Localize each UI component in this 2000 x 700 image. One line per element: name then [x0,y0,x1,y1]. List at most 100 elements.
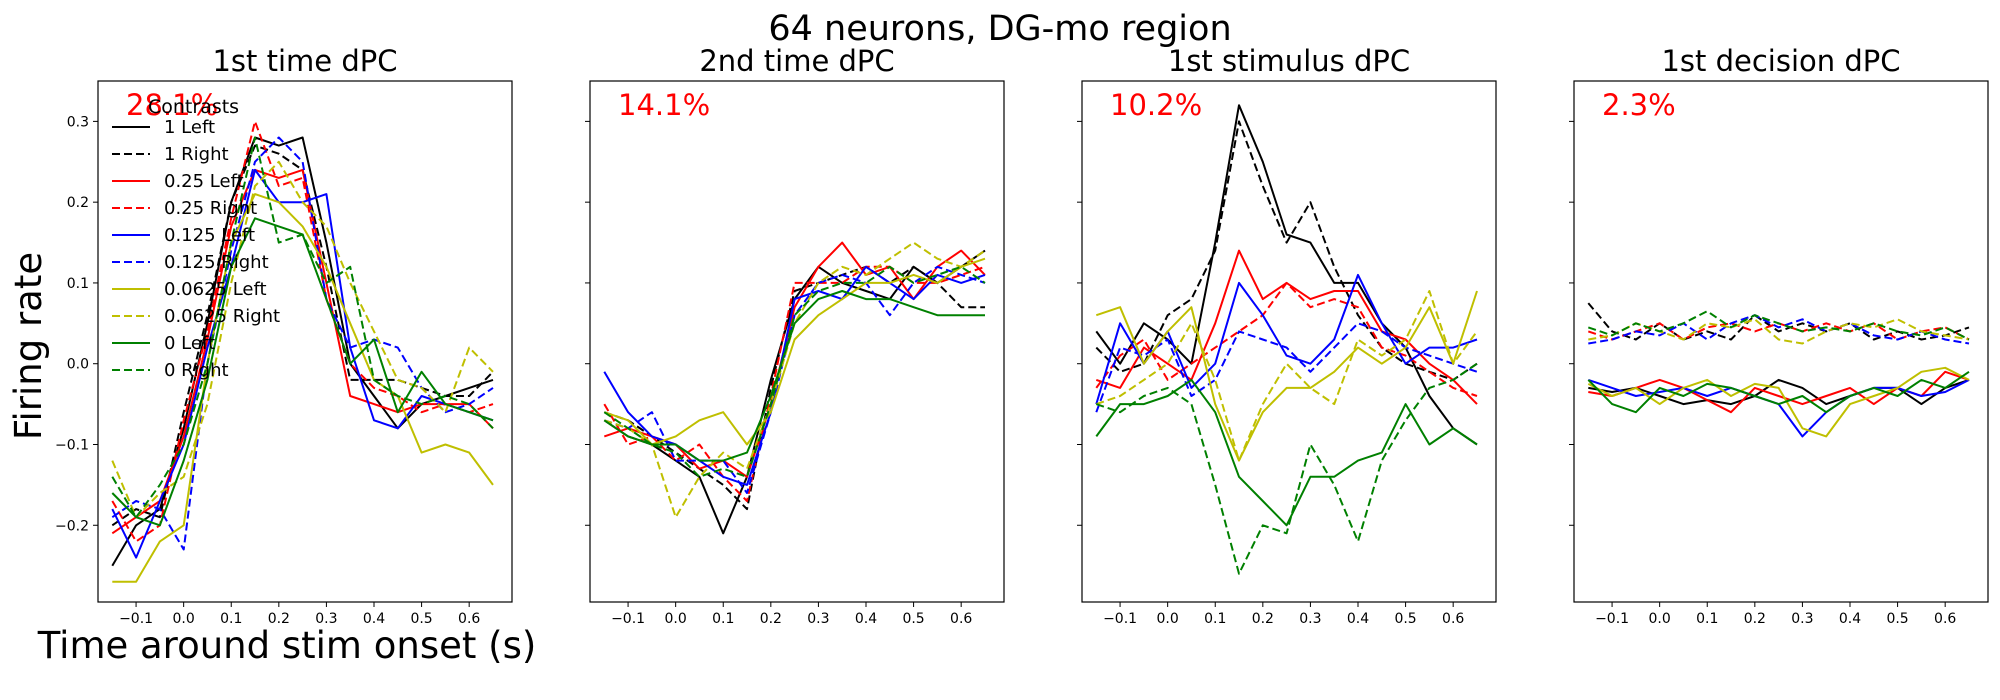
series-line [1095,378,1478,527]
legend-entry: 0.0625 Left [112,279,267,300]
legend-label: 0.25 Right [164,198,257,219]
panel-title: 2nd time dPC [699,44,894,78]
x-tick-label: 0.6 [1934,611,1956,627]
legend-label: 1 Right [164,144,229,165]
panel-1: 1st time dPC −0.1 0.0 0.1 0.2 0.3 0.4 0.5 0.6 −0.… [55,44,513,627]
x-tick-label: 0.0 [1649,611,1671,627]
variance-label: 10.2% [1110,88,1202,122]
x-tick-label: 0.5 [902,611,924,627]
x-tick-label: 0.2 [1744,611,1766,627]
series-line [1095,290,1478,462]
x-tick-label: −0.1 [119,611,153,627]
series-group [1587,302,1970,438]
x-tick-label: 0.1 [1204,611,1226,627]
y-tick-label: 0.2 [67,195,89,211]
legend-label: 0 Left [164,333,215,354]
legend-entry: 0.25 Right [112,198,257,219]
series-line [1095,322,1478,413]
x-tick-label: 0.0 [665,611,687,627]
series-line [1095,249,1478,405]
series-line [1095,120,1478,381]
series-line [111,120,494,543]
x-tick-label: −0.1 [1103,611,1137,627]
y-tick-label: 0.0 [67,357,89,373]
legend-entry: 0.125 Left [112,225,255,246]
x-tick-label: −0.1 [1595,611,1629,627]
legend-label: 1 Left [164,117,215,138]
panel-title: 1st time dPC [212,44,397,78]
panels: 1st time dPC −0.1 0.0 0.1 0.2 0.3 0.4 0.5 0.6 −0.… [55,44,1989,627]
figure-suptitle: 64 neurons, DG-mo region [768,9,1231,49]
x-tick-label: 0.6 [458,611,480,627]
legend-label: 0.0625 Left [164,279,267,300]
series-line [1588,314,1970,345]
series-group [603,241,986,535]
x-tick-label: 0.2 [1252,611,1274,627]
x-tick-label: 0.1 [712,611,734,627]
y-tick-label: 0.3 [67,114,89,130]
series-line [603,265,986,486]
series-line [1095,273,1478,405]
legend-entry: 0.0625 Right [112,306,280,327]
x-tick-label: 0.6 [950,611,972,627]
series-line [112,193,494,583]
legend-entry: 1 Right [112,144,229,165]
series-line [603,265,986,502]
x-tick-label: 0.4 [1839,611,1861,627]
series-group [111,120,494,583]
series-line [1587,310,1970,341]
legend-label: 0 Right [164,360,229,381]
series-line [1095,281,1478,397]
legend-entry: 0.125 Right [112,252,269,273]
panel-title: 1st stimulus dPC [1168,44,1410,78]
series-line [603,290,985,462]
series-line [1587,366,1970,438]
series-line [603,265,985,511]
x-tick-label: 0.4 [1347,611,1369,627]
series-line [1095,104,1478,446]
x-axis-label: Time around stim onset (s) [37,624,537,667]
legend-entry: 0 Left [112,333,215,354]
variance-label: 2.3% [1602,88,1676,122]
legend-title: Contrasts [148,96,239,118]
x-tick-label: 0.5 [1394,611,1416,627]
x-tick-label: 0.3 [315,611,337,627]
legend-label: 0.25 Left [164,171,244,192]
variance-label: 28.1% [126,88,218,122]
series-line [603,249,986,535]
x-tick-label: 0.0 [1157,611,1179,627]
plot-frame [1573,80,1989,603]
y-tick-label: 0.1 [67,276,89,292]
series-line [603,265,986,478]
series-line [603,257,986,446]
y-axis-label: Firing rate [7,252,50,440]
legend-entry: 0.25 Left [112,171,244,192]
x-tick-label: 0.3 [807,611,829,627]
series-line [1587,302,1970,341]
x-tick-label: 0.6 [1442,611,1464,627]
x-tick-label: 0.2 [268,611,290,627]
panel-4: 1st decision dPC −0.1 0.0 0.1 0.2 0.3 0.4 0.5 0.… [1569,44,1989,627]
series-group [1095,104,1478,575]
legend-entry: 1 Left [112,117,215,138]
x-tick-label: 0.2 [760,611,782,627]
x-tick-label: 0.1 [1696,611,1718,627]
series-line [111,136,494,519]
x-tick-label: 0.3 [1299,611,1321,627]
x-tick-label: 0.4 [363,611,385,627]
panel-title: 1st decision dPC [1661,44,1900,78]
plot-frame [589,80,1005,603]
series-line [1588,318,1970,345]
legend-label: 0.125 Left [164,225,255,246]
plot-frame [97,80,513,603]
y-tick-label: −0.2 [55,518,89,534]
x-tick-label: −0.1 [611,611,645,627]
variance-label: 14.1% [618,88,710,122]
x-tick-label: 0.5 [410,611,432,627]
panel-3: 1st stimulus dPC −0.1 0.0 0.1 0.2 0.3 0.4 0.5 0.… [1077,44,1497,627]
plot-frame [1081,80,1497,603]
legend-label: 0.125 Right [164,252,269,273]
y-tick-label: −0.1 [55,437,89,453]
x-tick-label: 0.5 [1886,611,1908,627]
